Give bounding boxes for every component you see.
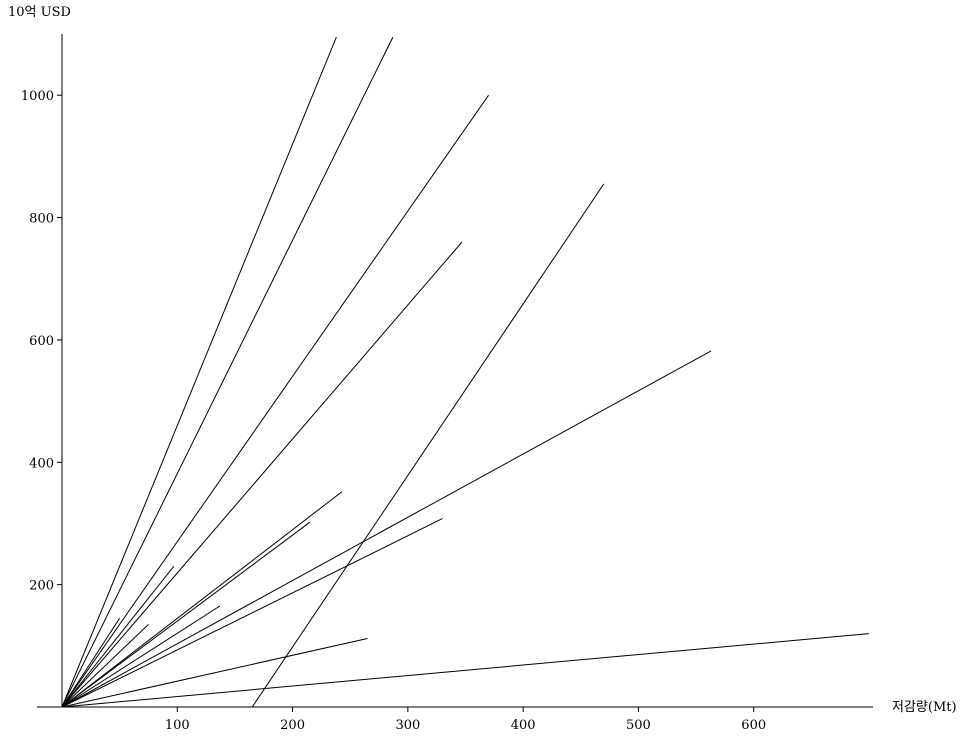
y-tick-label: 800	[29, 212, 54, 227]
y-axis-title: 10억 USD	[8, 5, 71, 20]
y-tick-label: 200	[29, 579, 54, 594]
series-line-8	[61, 491, 343, 708]
x-tick-label: 200	[280, 718, 305, 733]
series-line-7	[61, 518, 443, 708]
series-line-3	[61, 94, 490, 708]
series-line-15	[61, 605, 221, 708]
y-tick-label: 1000	[21, 89, 54, 104]
series-line-1	[61, 36, 337, 708]
plot-lines	[61, 36, 870, 708]
series-line-4	[61, 241, 463, 708]
x-tick-label: 300	[395, 718, 420, 733]
series-line-13	[61, 618, 121, 708]
y-tick-label: 600	[29, 334, 54, 349]
series-line-2	[61, 36, 394, 708]
series-line-11	[61, 633, 870, 708]
series-line-12	[61, 565, 175, 708]
x-tick-label: 100	[165, 718, 190, 733]
x-tick-label: 600	[741, 718, 766, 733]
y-ticks: 200 400 600 800 1000	[21, 89, 62, 594]
x-tick-label: 500	[626, 718, 651, 733]
series-line-6	[61, 350, 712, 708]
series-line-10	[61, 638, 368, 708]
series-line-9	[61, 521, 311, 708]
series-line-5	[251, 183, 605, 708]
x-tick-label: 400	[511, 718, 536, 733]
x-axis-title: 저감량(Mt)	[892, 700, 957, 715]
series-line-14	[61, 624, 149, 708]
y-tick-label: 400	[29, 456, 54, 471]
x-ticks: 100 200 300 400 500 600	[165, 707, 766, 733]
